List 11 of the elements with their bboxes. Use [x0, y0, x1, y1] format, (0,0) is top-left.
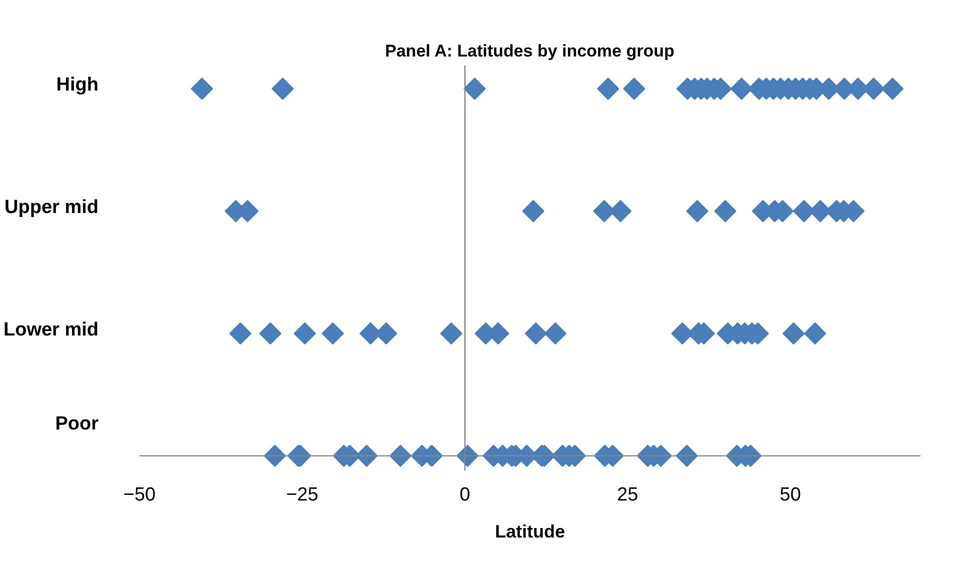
x-tick-label: 0 [460, 484, 470, 506]
x-tick-label: 25 [617, 484, 638, 506]
y-tick-label: Lower mid [3, 319, 99, 340]
x-tick-label: −50 [123, 484, 156, 506]
y-tick-label: Poor [55, 414, 100, 435]
x-axis-title: Latitude [495, 522, 565, 542]
y-tick-label: High [56, 74, 99, 96]
chart-title: Panel A: Latitudes by income group [385, 42, 674, 60]
y-tick-label: Upper mid [4, 196, 98, 218]
x-tick-label: 50 [780, 484, 801, 506]
x-tick-label: −25 [286, 484, 318, 506]
